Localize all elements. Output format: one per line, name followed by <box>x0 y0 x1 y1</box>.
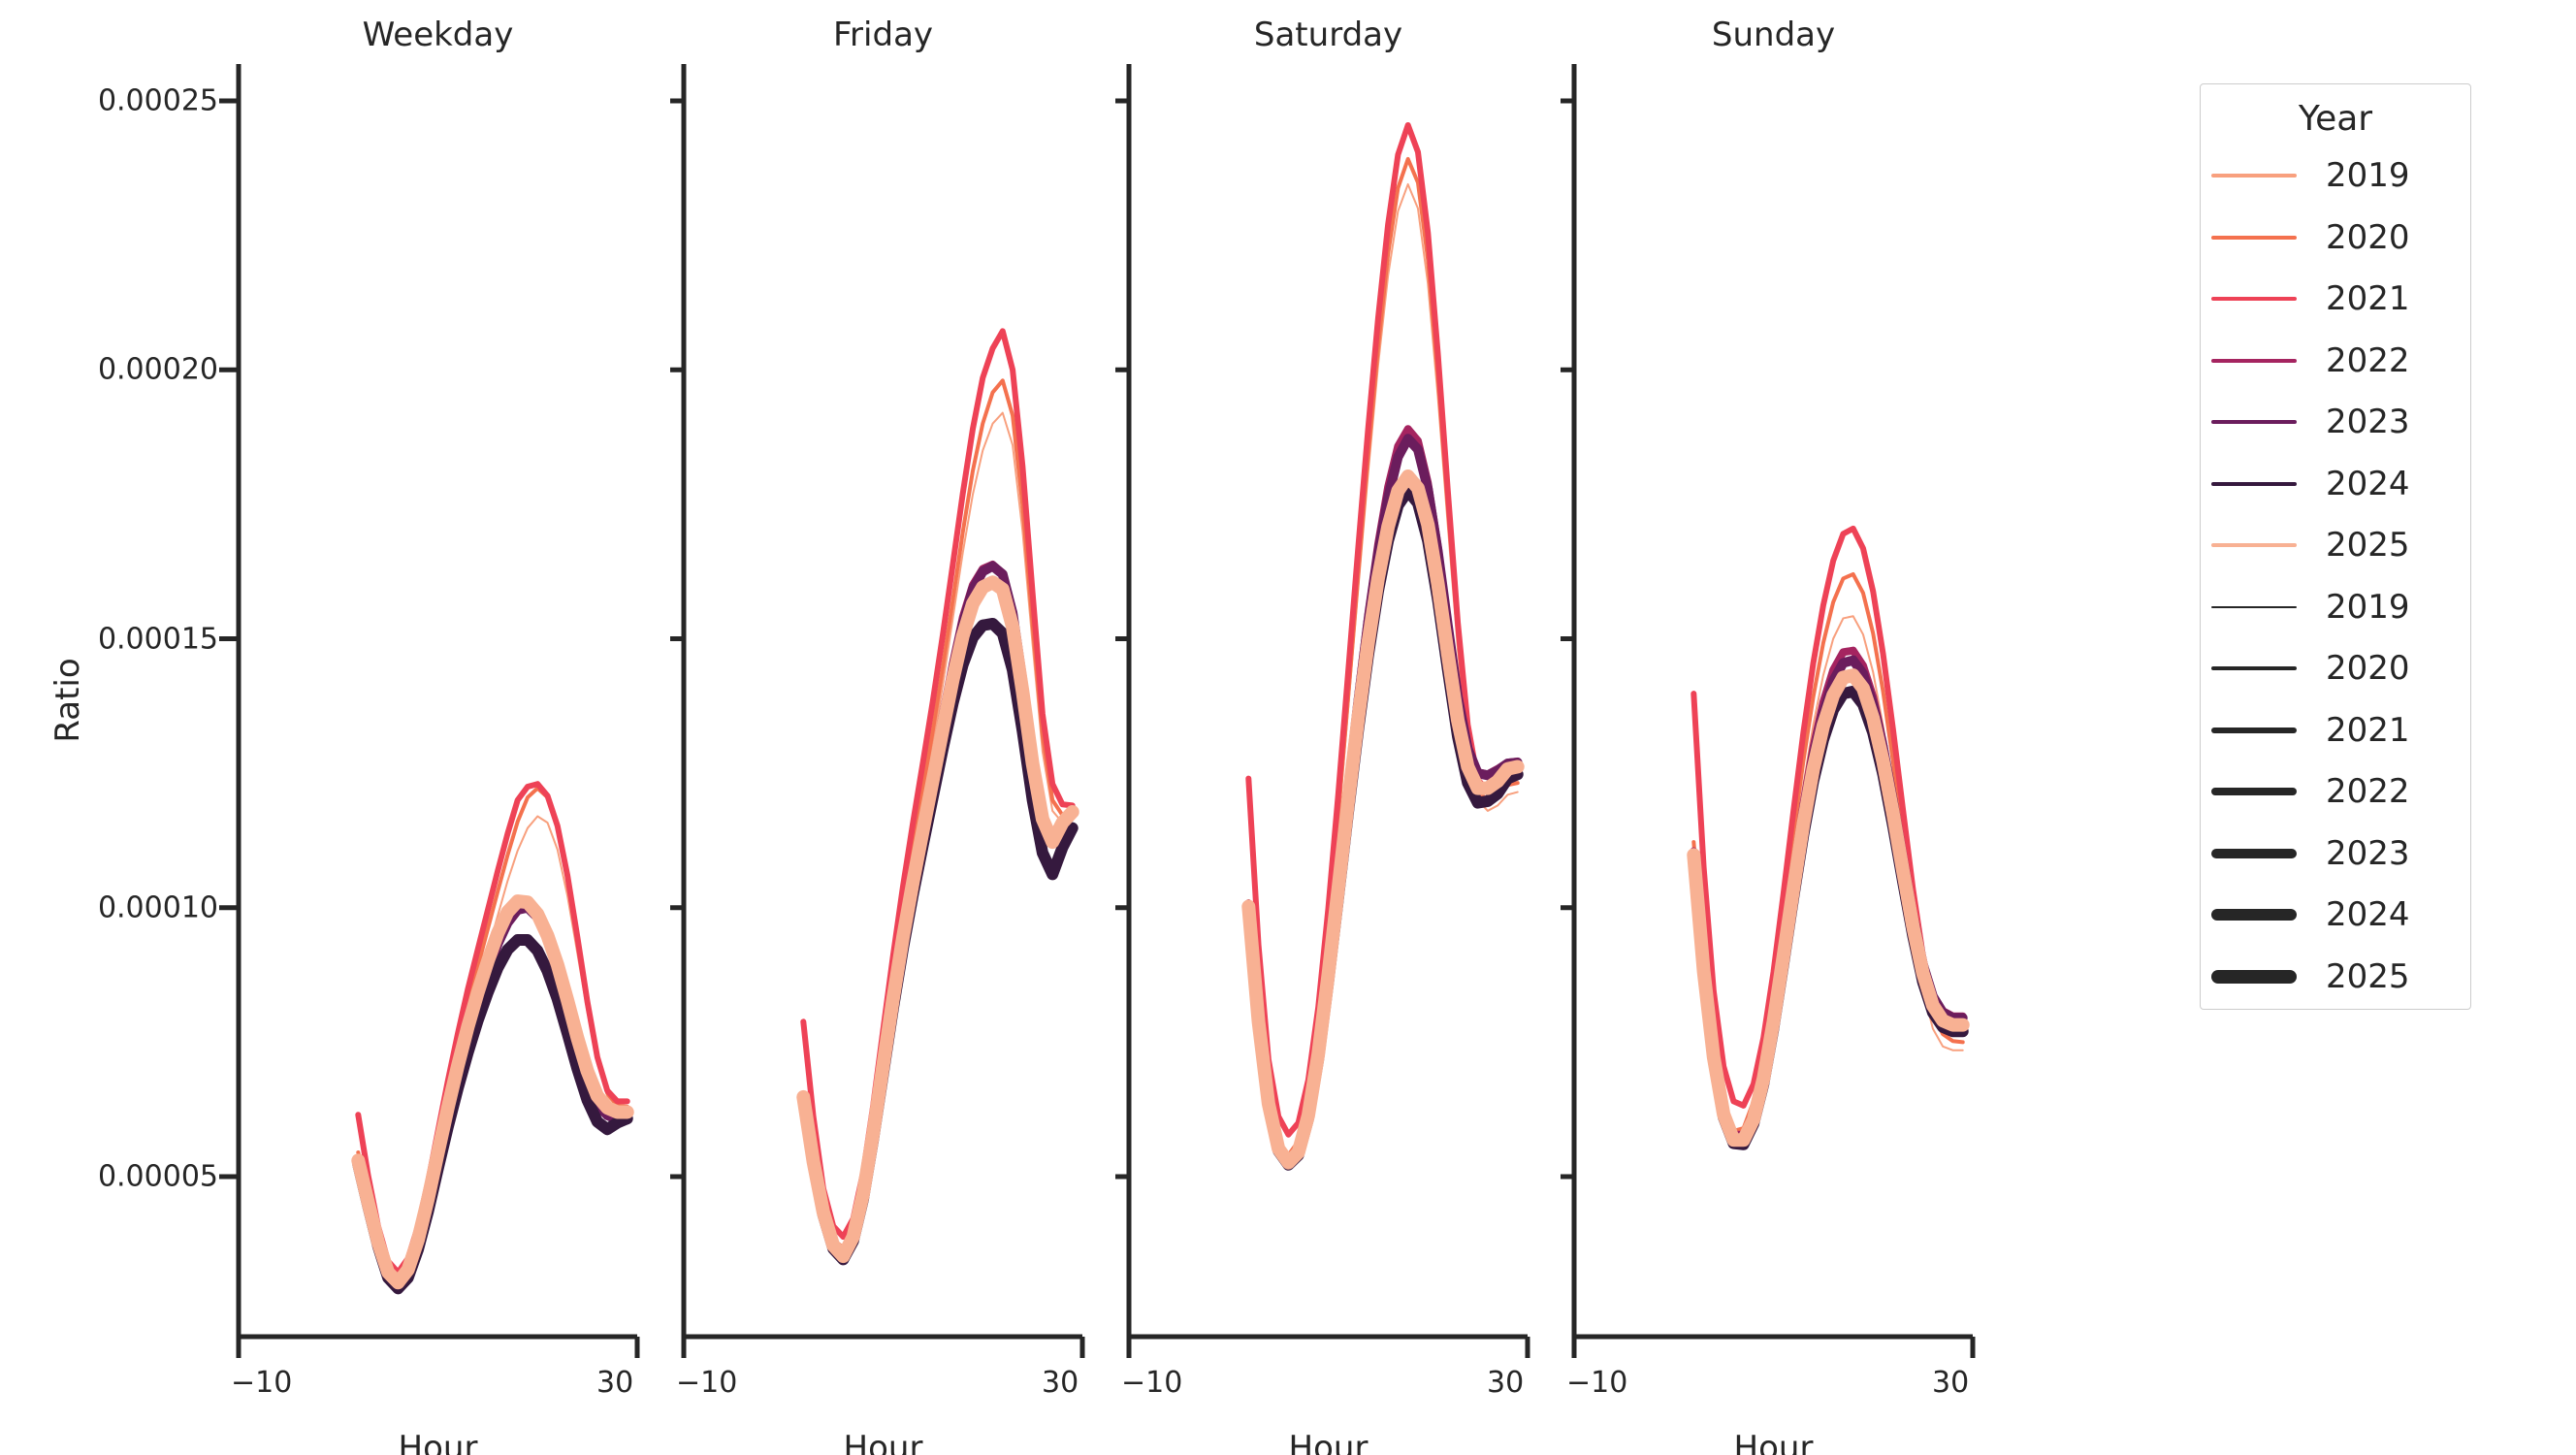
legend-label-2023-color[interactable]: 2023 <box>2326 403 2410 441</box>
data-line-friday-2021 <box>800 328 1076 1241</box>
legend-label-2021-size[interactable]: 2021 <box>2326 710 2410 750</box>
data-line-saturday-2020 <box>1246 156 1520 1157</box>
data-line-weekday-2022 <box>354 899 631 1287</box>
data-line-saturday-2022 <box>1244 425 1522 1164</box>
legend-swatch-2022-size <box>2211 788 2297 795</box>
legend-swatch-2020-color <box>2211 235 2297 240</box>
x-tick-label: 30 <box>1932 1366 1970 1400</box>
data-line-saturday-2019 <box>1247 182 1519 1159</box>
data-line-sunday-2019 <box>1692 615 1964 1141</box>
y-axis-label: Ratio <box>48 658 87 743</box>
x-axis-label: Hour <box>398 1429 478 1455</box>
x-tick-label: 30 <box>1042 1366 1079 1400</box>
data-line-saturday-2024 <box>1242 485 1524 1171</box>
data-line-friday-2020 <box>801 378 1075 1250</box>
y-tick-label: 0.00005 <box>97 1159 218 1194</box>
legend-swatch-2023-color <box>2211 420 2297 424</box>
x-tick-label: −10 <box>231 1366 293 1400</box>
legend-swatch-2024-color <box>2211 481 2297 486</box>
legend-swatch-2024-size <box>2211 909 2297 921</box>
data-line-friday-2022 <box>799 560 1077 1256</box>
facet-title-weekday: Weekday <box>362 16 514 54</box>
legend-swatch-2022-color <box>2211 358 2297 363</box>
data-line-weekday-2023 <box>353 902 632 1289</box>
data-line-sunday-2020 <box>1691 571 1965 1133</box>
legend-swatch-2025-size <box>2211 969 2297 984</box>
legend-label-2024-color[interactable]: 2024 <box>2326 464 2410 503</box>
y-tick-label: 0.00025 <box>97 83 218 118</box>
data-line-sunday-2024 <box>1688 685 1969 1150</box>
data-line-weekday-2025 <box>351 894 634 1290</box>
data-line-sunday-2023 <box>1689 655 1968 1144</box>
legend-label-2024-size[interactable]: 2024 <box>2326 895 2410 934</box>
legend-swatch-2020-size <box>2211 666 2297 670</box>
legend-label-2021-color[interactable]: 2021 <box>2326 279 2410 318</box>
y-tick-label: 0.00010 <box>97 890 218 925</box>
facet-title-sunday: Sunday <box>1711 16 1836 54</box>
x-tick-label: 30 <box>596 1366 634 1400</box>
legend-label-2025-color[interactable]: 2025 <box>2326 526 2410 565</box>
x-tick-label: −10 <box>1121 1366 1183 1400</box>
x-tick-label: −10 <box>676 1366 738 1400</box>
x-axis-label: Hour <box>1733 1429 1814 1455</box>
facet-title-saturday: Saturday <box>1253 16 1403 54</box>
legend-swatch-2021-color <box>2211 297 2297 301</box>
data-line-friday-2019 <box>802 411 1074 1253</box>
legend-swatch-2025-color <box>2211 543 2297 547</box>
legend-swatch-2019-size <box>2211 605 2297 608</box>
data-line-saturday-2023 <box>1243 434 1523 1166</box>
data-line-weekday-2024 <box>352 934 633 1295</box>
legend-title: Year <box>2298 99 2373 139</box>
y-tick-label: 0.00015 <box>97 622 218 656</box>
data-line-friday-2023 <box>798 561 1078 1259</box>
legend-label-2025-size[interactable]: 2025 <box>2326 956 2410 996</box>
x-axis-label: Hour <box>843 1429 923 1455</box>
data-line-weekday-2019 <box>357 815 628 1279</box>
data-line-friday-2024 <box>797 617 1079 1266</box>
x-tick-label: −10 <box>1566 1366 1628 1400</box>
y-tick-label: 0.00020 <box>97 352 218 387</box>
legend-label-2023-size[interactable]: 2023 <box>2326 833 2410 873</box>
legend-label-2020-color[interactable]: 2020 <box>2326 217 2410 257</box>
data-line-sunday-2025 <box>1687 668 1970 1148</box>
x-tick-label: 30 <box>1487 1366 1525 1400</box>
legend-swatch-2023-size <box>2211 848 2297 858</box>
x-axis-label: Hour <box>1288 1429 1368 1455</box>
data-line-saturday-2021 <box>1245 121 1521 1138</box>
data-line-sunday-2021 <box>1690 525 1966 1109</box>
data-line-saturday-2025 <box>1241 469 1525 1170</box>
legend-swatch-2019-color <box>2211 174 2297 178</box>
data-line-weekday-2020 <box>356 786 629 1278</box>
legend-label-2019-size[interactable]: 2019 <box>2326 587 2410 627</box>
legend-swatch-2021-size <box>2211 727 2297 733</box>
legend-label-2019-color[interactable]: 2019 <box>2326 156 2410 195</box>
legend-label-2022-size[interactable]: 2022 <box>2326 772 2410 811</box>
legend-label-2022-color[interactable]: 2022 <box>2326 340 2410 380</box>
data-line-sunday-2022 <box>1690 646 1967 1139</box>
data-line-weekday-2021 <box>355 781 630 1276</box>
legend-label-2020-size[interactable]: 2020 <box>2326 649 2410 688</box>
data-line-friday-2025 <box>796 575 1079 1264</box>
facet-title-friday: Friday <box>832 16 934 54</box>
